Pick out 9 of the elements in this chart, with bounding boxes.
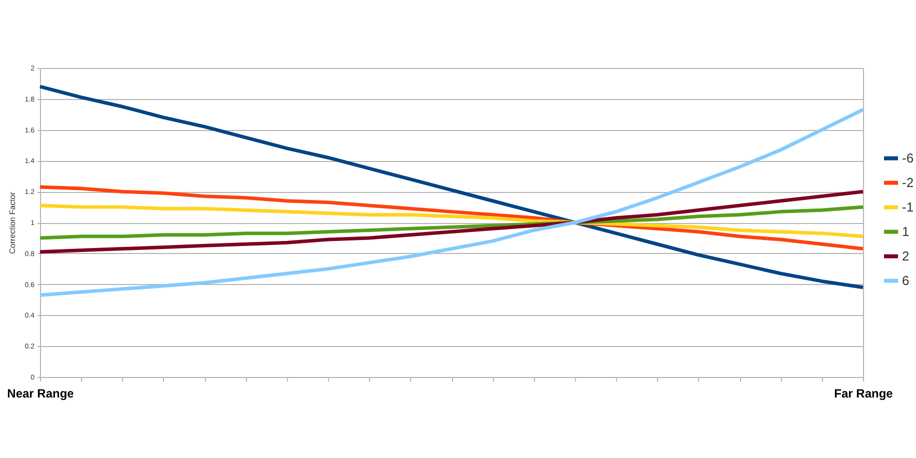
legend-label: 6 (902, 272, 910, 288)
legend-label: 2 (902, 248, 910, 264)
y-axis-title: Correction Factor (8, 192, 17, 254)
legend-label: -6 (902, 150, 914, 166)
legend-label: 1 (902, 224, 910, 239)
legend-label: -2 (902, 174, 914, 190)
x-tick-label: Far Range (834, 386, 894, 400)
x-tick-label: Near Range (7, 386, 74, 400)
legend-label: -1 (902, 199, 914, 214)
